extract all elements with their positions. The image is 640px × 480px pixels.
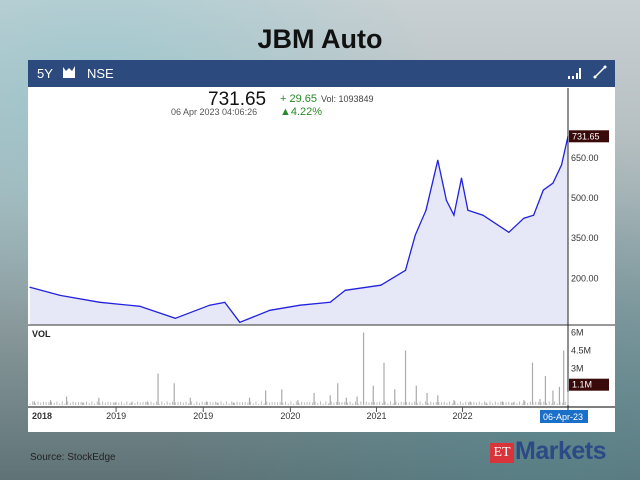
- price-point: [29, 286, 31, 288]
- price-point: [224, 301, 226, 303]
- bar-chart-icon[interactable]: [567, 66, 581, 83]
- last-price-badge: [569, 130, 609, 143]
- price-tick-label: 500.00: [571, 193, 599, 203]
- price-point: [523, 217, 525, 219]
- price-point: [99, 301, 101, 303]
- price-chart: 200.00 350.00 500.00 650.00 731.65 VOL 3M 4.…: [28, 88, 615, 423]
- price-point: [445, 199, 448, 201]
- price-point: [174, 317, 176, 319]
- x-tick-label: 2018: [32, 411, 52, 421]
- period-button[interactable]: 5Y: [37, 66, 53, 81]
- price-point: [404, 269, 407, 271]
- price-change: + 29.65: [280, 93, 318, 105]
- price-point: [437, 159, 439, 161]
- chart-panel: 5Y NSE 200.00 350.00 500.00 650.00 731.65…: [28, 60, 615, 432]
- price-point: [460, 177, 463, 179]
- price-point: [299, 304, 301, 306]
- last-price-badge-label: 731.65: [572, 131, 600, 141]
- price-point: [59, 294, 61, 296]
- price-point: [269, 309, 271, 311]
- price-point: [532, 214, 535, 216]
- volume-tick-label: 4.5M: [571, 346, 591, 356]
- volume-tick-label: 3M: [571, 364, 584, 374]
- last-price: 731.65: [208, 89, 267, 110]
- volume-tick-label: 6M: [571, 327, 584, 337]
- price-point: [482, 214, 484, 216]
- volume-readout: Vol: 1093849: [321, 94, 374, 104]
- markets-logo-text: Markets: [515, 437, 607, 465]
- chart-toolbar: 5Y NSE: [28, 60, 615, 87]
- last-date-badge: [540, 410, 588, 423]
- price-point: [560, 164, 563, 166]
- price-tick-label: 200.00: [571, 273, 599, 283]
- price-point: [425, 209, 427, 211]
- x-tick-label: 2019: [193, 411, 213, 421]
- x-tick-label: 2019: [106, 411, 126, 421]
- price-point: [329, 301, 331, 303]
- last-date-badge-label: 06-Apr-23: [543, 412, 583, 422]
- price-point: [453, 214, 455, 216]
- page-title: JBM Auto: [257, 24, 383, 54]
- price-point: [414, 234, 416, 236]
- last-volume-badge: [569, 378, 609, 391]
- x-tick-label: 2020: [280, 411, 300, 421]
- price-point: [344, 289, 346, 291]
- quote-datetime: 06 Apr 2023 04:06:26: [171, 107, 258, 117]
- price-point: [380, 284, 382, 286]
- price-point: [542, 189, 544, 191]
- exchange-button[interactable]: NSE: [87, 66, 114, 81]
- et-logo-mark: ET: [490, 443, 514, 463]
- x-tick-label: 2022: [453, 411, 473, 421]
- price-point: [139, 305, 141, 307]
- price-point: [239, 321, 241, 323]
- price-tick-label: 350.00: [571, 233, 599, 243]
- price-point: [209, 304, 211, 306]
- percent-change: ▲4.22%: [280, 106, 323, 118]
- price-point: [508, 231, 510, 233]
- price-point: [467, 209, 469, 211]
- last-volume-badge-label: 1.1M: [572, 380, 592, 390]
- source-note: Source: StockEdge: [30, 452, 116, 463]
- price-tick-label: 650.00: [571, 153, 599, 163]
- volume-label: VOL: [32, 329, 51, 339]
- expand-icon[interactable]: [593, 65, 607, 82]
- price-point: [552, 182, 554, 184]
- area-chart-icon[interactable]: [62, 65, 76, 82]
- price-area-fill: [30, 136, 568, 325]
- x-tick-label: 2021: [366, 411, 386, 421]
